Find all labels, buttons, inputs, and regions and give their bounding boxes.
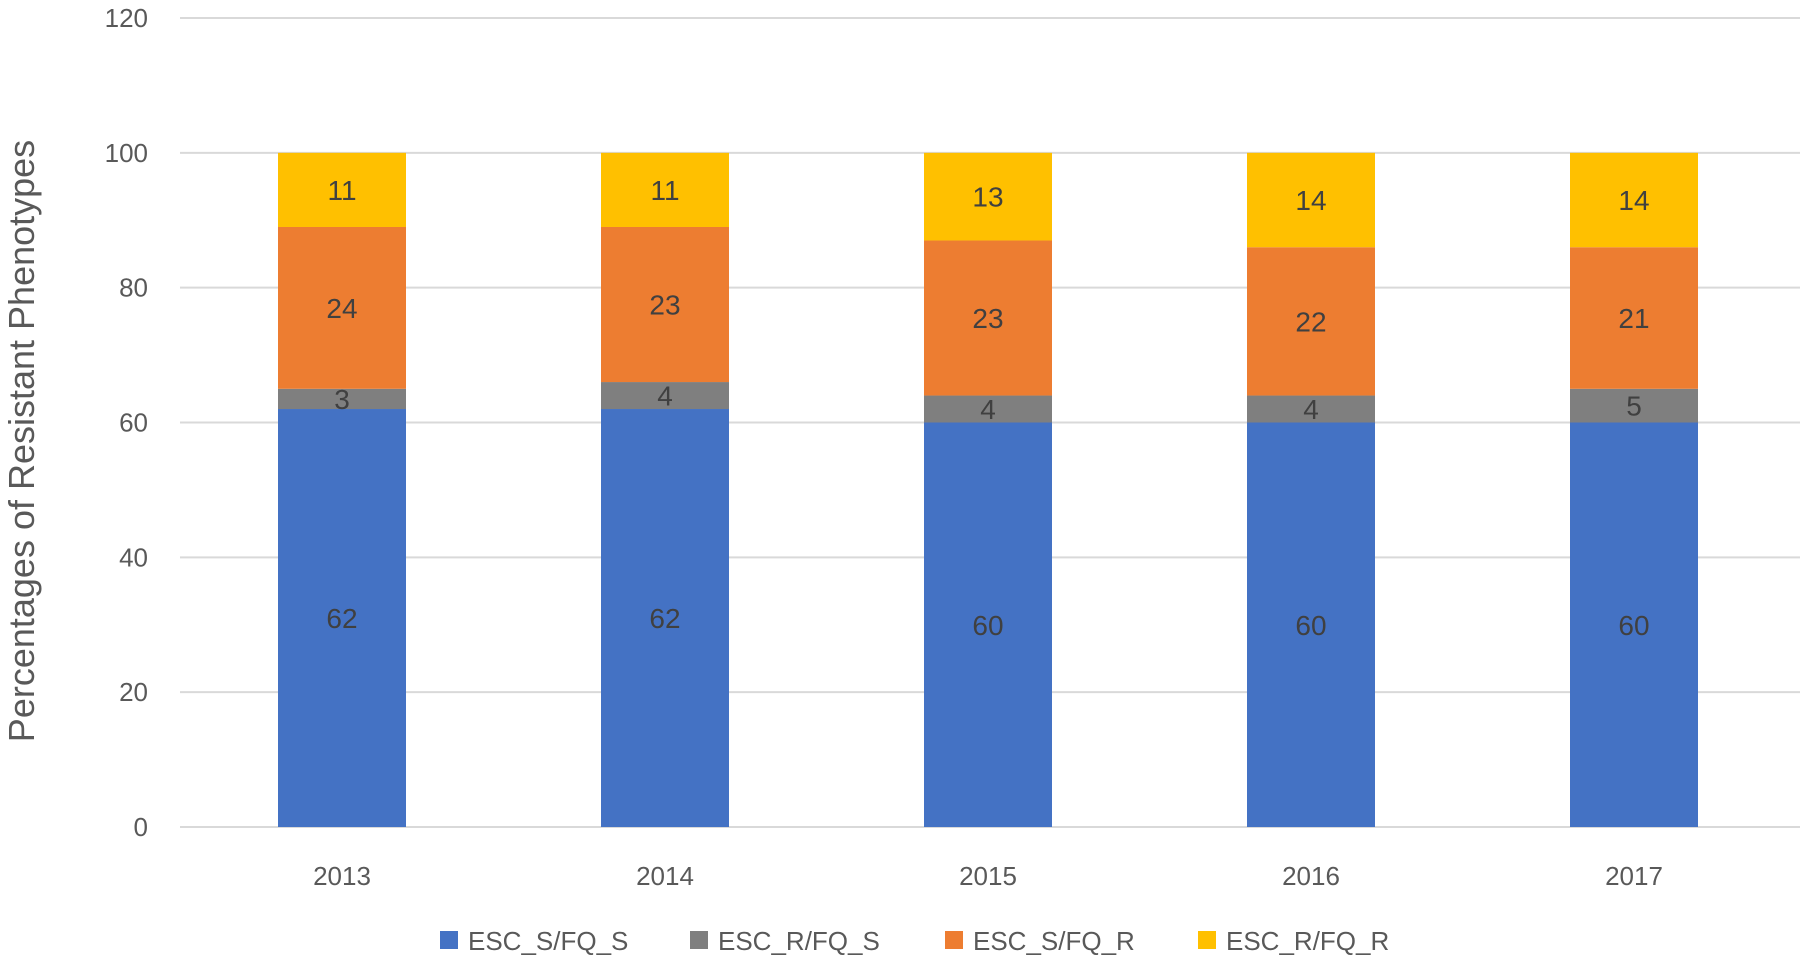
data-label: 22 bbox=[1295, 306, 1326, 337]
legend: ESC_S/FQ_S ESC_R/FQ_S ESC_S/FQ_R ESC_R/FQ_R bbox=[440, 926, 1389, 956]
x-tick-label: 2014 bbox=[636, 861, 694, 891]
data-label: 4 bbox=[980, 394, 996, 425]
legend-label: ESC_S/FQ_S bbox=[468, 926, 628, 956]
data-label: 4 bbox=[1303, 394, 1319, 425]
legend-swatch bbox=[440, 931, 458, 949]
x-tick-label: 2015 bbox=[959, 861, 1017, 891]
data-label: 60 bbox=[1295, 610, 1326, 641]
data-label: 3 bbox=[334, 384, 350, 415]
data-label: 62 bbox=[326, 603, 357, 634]
x-tick-label: 2017 bbox=[1605, 861, 1663, 891]
bar-segment bbox=[1247, 422, 1375, 827]
bar-segment bbox=[924, 395, 1052, 423]
data-labels: 62 3 24 11 62 4 23 11 60 4 23 13 60 4 22 14 60 5 21 14 bbox=[326, 175, 1649, 641]
x-axis-ticks: 2013 2014 2015 2016 2017 bbox=[313, 861, 1663, 891]
bar-segment bbox=[278, 152, 406, 227]
data-label: 11 bbox=[650, 175, 679, 206]
data-label: 60 bbox=[972, 610, 1003, 641]
data-label: 14 bbox=[1618, 185, 1649, 216]
data-label: 4 bbox=[657, 381, 673, 412]
bar-segment bbox=[1247, 247, 1375, 396]
data-label: 14 bbox=[1295, 185, 1326, 216]
bar-segment bbox=[1570, 388, 1698, 423]
y-tick-label: 0 bbox=[134, 812, 148, 842]
legend-label: ESC_S/FQ_R bbox=[973, 926, 1135, 956]
data-label: 23 bbox=[972, 303, 1003, 334]
bar-segment bbox=[924, 240, 1052, 396]
legend-swatch bbox=[1198, 931, 1216, 949]
x-tick-label: 2016 bbox=[1282, 861, 1340, 891]
x-tick-label: 2013 bbox=[313, 861, 371, 891]
y-axis-title: Percentages of Resistant Phenotypes bbox=[1, 140, 42, 742]
y-tick-label: 60 bbox=[119, 408, 148, 438]
bar-segment bbox=[1570, 152, 1698, 248]
data-label: 13 bbox=[972, 182, 1003, 213]
bar-segment bbox=[1570, 422, 1698, 827]
bar-segment bbox=[1247, 395, 1375, 423]
legend-swatch bbox=[945, 931, 963, 949]
bar-segment bbox=[601, 226, 729, 383]
data-label: 23 bbox=[649, 290, 680, 321]
bar-segment bbox=[1570, 247, 1698, 389]
y-axis-ticks: 0 20 40 60 80 100 120 bbox=[105, 3, 148, 842]
data-label: 11 bbox=[327, 175, 356, 206]
y-tick-label: 80 bbox=[119, 273, 148, 303]
legend-label: ESC_R/FQ_S bbox=[718, 926, 880, 956]
data-label: 21 bbox=[1618, 303, 1649, 334]
bar-segment bbox=[924, 152, 1052, 241]
y-tick-label: 100 bbox=[105, 138, 148, 168]
legend-swatch bbox=[690, 931, 708, 949]
data-label: 5 bbox=[1626, 391, 1642, 422]
y-tick-label: 120 bbox=[105, 3, 148, 33]
legend-label: ESC_R/FQ_R bbox=[1226, 926, 1389, 956]
bar-segment bbox=[601, 152, 729, 227]
bar-segment bbox=[601, 409, 729, 827]
bar-segment bbox=[601, 382, 729, 410]
bars bbox=[278, 152, 1698, 827]
data-label: 60 bbox=[1618, 610, 1649, 641]
bar-segment bbox=[924, 422, 1052, 827]
data-label: 24 bbox=[326, 293, 357, 324]
bar-segment bbox=[278, 409, 406, 827]
data-label: 62 bbox=[649, 603, 680, 634]
bar-segment bbox=[278, 226, 406, 389]
bar-segment bbox=[278, 388, 406, 410]
bar-segment bbox=[1247, 152, 1375, 248]
y-tick-label: 20 bbox=[119, 677, 148, 707]
y-tick-label: 40 bbox=[119, 542, 148, 572]
